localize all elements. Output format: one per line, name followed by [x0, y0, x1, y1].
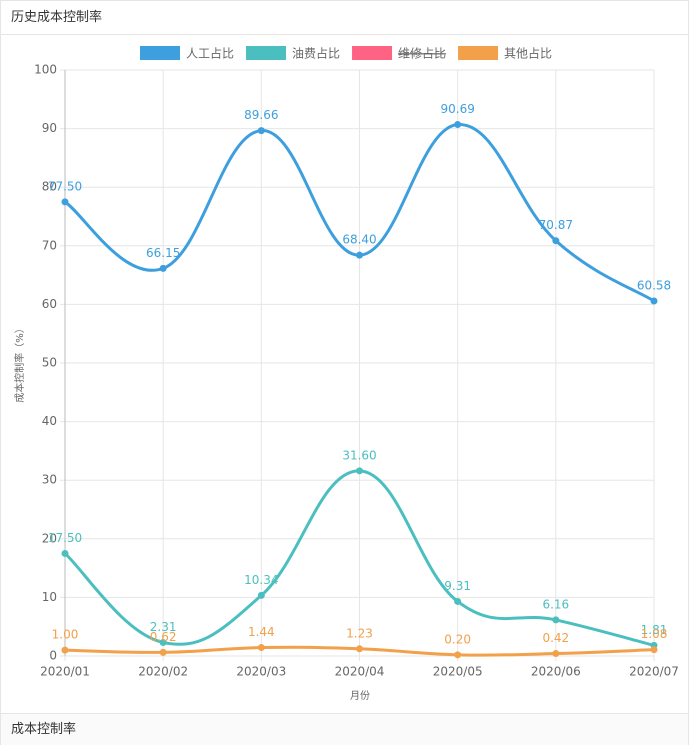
point — [356, 251, 363, 259]
x-tick-label: 2020/03 — [236, 665, 286, 679]
legend-label: 人工占比 — [186, 46, 234, 61]
data-label: 31.60 — [342, 448, 376, 462]
legend-swatch — [246, 46, 287, 60]
y-tick-label: 90 — [42, 121, 57, 135]
data-label: 60.58 — [637, 279, 671, 293]
point — [159, 638, 167, 646]
x-tick-label: 2020/01 — [40, 665, 90, 679]
point — [159, 648, 167, 656]
data-label: 1.00 — [52, 628, 79, 642]
point — [61, 646, 69, 654]
legend-label: 维修占比 — [398, 46, 446, 61]
chart: 月份 成本控制率（%） 0 10 20 30 40 50 60 70 80 90 100 2020/0… — [13, 46, 679, 703]
point — [552, 237, 560, 245]
data-label: 1.81 — [641, 623, 668, 637]
x-tick-label: 2020/04 — [335, 665, 385, 679]
point — [356, 645, 363, 653]
point — [257, 591, 265, 599]
legend-swatch — [458, 46, 499, 60]
point — [454, 651, 462, 659]
data-label: 0.42 — [542, 631, 569, 645]
data-label: 1.23 — [346, 626, 373, 640]
data-label: 68.40 — [342, 233, 376, 247]
x-tick-label: 2020/06 — [531, 665, 581, 679]
y-tick-label: 10 — [42, 590, 57, 604]
footer-title: 成本控制率 — [1, 713, 688, 745]
point — [61, 198, 69, 206]
y-tick-label: 60 — [42, 297, 57, 311]
y-tick-label: 20 — [42, 531, 57, 545]
x-tick-label: 2020/02 — [138, 665, 188, 679]
point — [650, 297, 658, 305]
data-label: 70.87 — [539, 218, 573, 232]
data-label: 6.16 — [542, 597, 569, 611]
data-label: 1.08 — [641, 627, 668, 641]
data-label: 1.44 — [248, 625, 275, 639]
data-label: 89.66 — [244, 108, 278, 122]
data-label: 9.31 — [444, 579, 471, 593]
data-label: 0.62 — [150, 630, 177, 644]
point — [61, 549, 69, 557]
point — [454, 121, 462, 129]
legend-label: 油费占比 — [292, 46, 340, 61]
y-tick-label: 70 — [42, 238, 57, 252]
point — [454, 597, 462, 605]
point — [552, 650, 560, 658]
panel-title: 历史成本控制率 — [1, 1, 688, 35]
point — [552, 616, 560, 624]
y-tick-label: 40 — [42, 414, 57, 428]
point — [257, 127, 265, 135]
data-label: 66.15 — [146, 246, 180, 260]
point — [159, 264, 167, 272]
data-label: 17.50 — [48, 531, 82, 545]
legend-swatch — [352, 46, 393, 60]
point — [356, 467, 363, 475]
data-label: 2.31 — [150, 620, 177, 634]
data-label: 10.34 — [244, 573, 278, 587]
y-tick-label: 80 — [42, 180, 57, 194]
x-tick-label: 2020/05 — [433, 665, 483, 679]
y-axis-label: 成本控制率（%） — [13, 323, 26, 403]
data-label: 0.20 — [444, 632, 471, 646]
x-axis-label: 月份 — [350, 690, 370, 702]
y-tick-label: 30 — [42, 473, 57, 487]
y-tick-label: 0 — [49, 649, 57, 663]
x-tick-label: 2020/07 — [629, 665, 679, 679]
y-tick-label: 50 — [42, 356, 57, 370]
point — [257, 644, 265, 652]
data-label: 90.69 — [440, 102, 474, 116]
y-tick-label: 100 — [34, 63, 57, 77]
legend-label: 其他占比 — [504, 46, 552, 61]
point — [650, 646, 658, 654]
legend-swatch — [140, 46, 180, 60]
data-label: 77.50 — [48, 179, 82, 193]
